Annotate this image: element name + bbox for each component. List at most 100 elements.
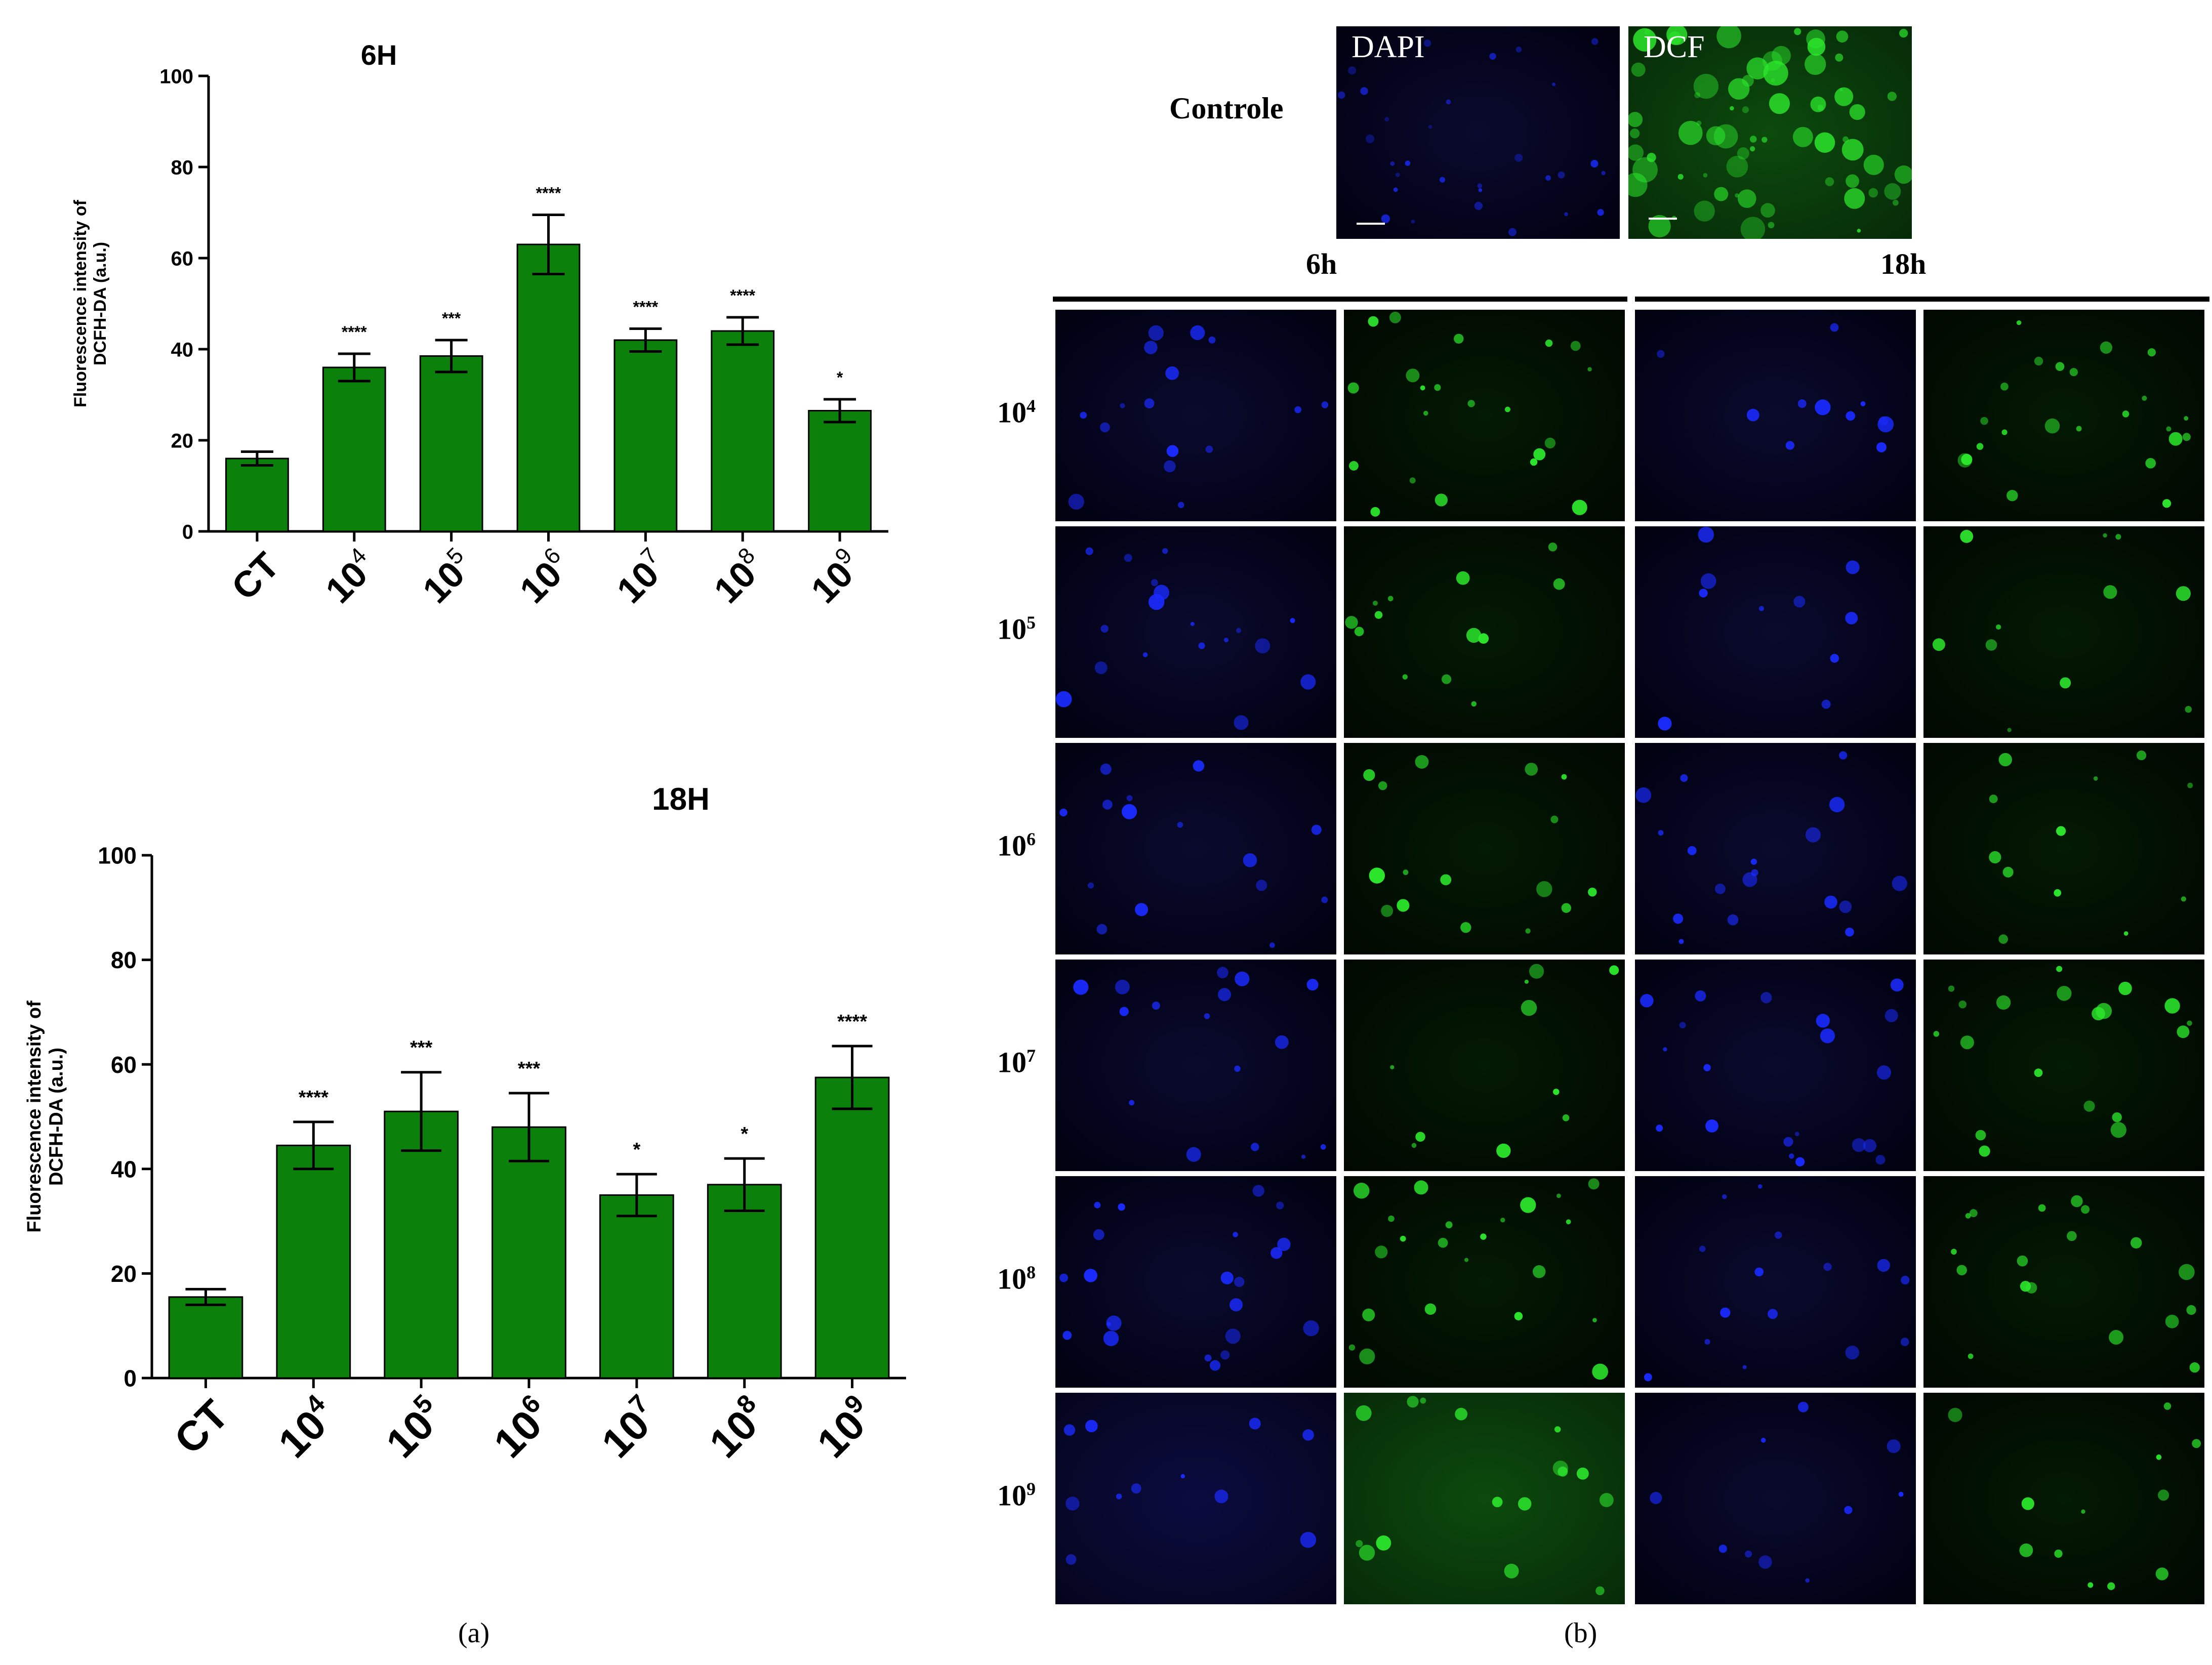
cell-dot xyxy=(1792,127,1813,147)
cell-dot xyxy=(1515,47,1522,53)
cell-dot xyxy=(1820,1028,1835,1044)
cell-dot xyxy=(1673,913,1684,924)
cell-dot xyxy=(1165,366,1179,380)
time-label-6h: 6h xyxy=(1306,247,1337,280)
row-label-exponent: 5 xyxy=(1027,612,1036,633)
dapi-micrograph xyxy=(1055,526,1336,738)
dcf-micrograph xyxy=(1344,743,1625,954)
x-tick-label: 106 xyxy=(483,1389,561,1467)
cell-dot xyxy=(1233,1232,1238,1237)
cell-dot xyxy=(1965,1213,1971,1219)
cell-dots xyxy=(1951,1195,2200,1373)
cell-dot xyxy=(1875,1155,1886,1165)
cell-dot xyxy=(1489,53,1496,60)
cell-dot xyxy=(2002,866,2014,878)
cell-dot xyxy=(1805,53,1826,75)
cell-dot xyxy=(2019,1543,2033,1557)
cell-dot xyxy=(1508,228,1517,236)
cell-dot xyxy=(1722,1194,1727,1199)
x-tick-label: 104 xyxy=(316,543,384,611)
y-axis-label: Fluorescence intensity ofDCFH-DA (a.u.) xyxy=(24,1001,67,1233)
cell-dot xyxy=(1597,209,1604,216)
cell-dot xyxy=(1492,1496,1503,1508)
cell-dots xyxy=(1345,543,1565,707)
row-label-base: 10 xyxy=(997,829,1027,862)
significance-label: * xyxy=(633,1139,640,1160)
x-tick-label: 107 xyxy=(607,543,675,611)
dcf-micrograph xyxy=(1923,1176,2204,1388)
cell-dots xyxy=(1650,1401,1904,1583)
x-tick-label: 106 xyxy=(510,543,578,611)
time-label-18h: 18h xyxy=(1880,247,1927,280)
row-label: 105 xyxy=(997,612,1036,646)
cell-dot xyxy=(1544,437,1556,449)
x-tick-label: 109 xyxy=(802,543,870,611)
cell-dot xyxy=(1464,1258,1469,1262)
cell-dot xyxy=(1762,137,1768,143)
cell-dot xyxy=(1816,1014,1830,1028)
x-tick-label: 109 xyxy=(806,1389,884,1467)
row-label: 107 xyxy=(997,1045,1036,1079)
cell-dot xyxy=(1142,652,1148,657)
cell-dot xyxy=(1704,1339,1710,1345)
cell-dot xyxy=(1062,1330,1072,1340)
cell-dot xyxy=(2118,981,2132,995)
cell-dot xyxy=(1376,1535,1391,1551)
cell-dot xyxy=(1217,967,1228,979)
cell-dots xyxy=(1356,1396,1614,1596)
cell-dot xyxy=(1863,154,1884,175)
cell-dot xyxy=(1876,1065,1892,1080)
cell-dot xyxy=(1234,715,1249,730)
cell-dot xyxy=(1536,881,1552,897)
cell-dot xyxy=(1460,922,1471,933)
cell-dot xyxy=(1885,1009,1898,1022)
cell-dot xyxy=(1321,401,1329,408)
cell-dot xyxy=(1980,417,1988,425)
y-tick-label: 20 xyxy=(111,1261,137,1287)
cell-dot xyxy=(1359,1348,1375,1364)
cell-dot xyxy=(1256,880,1267,891)
cell-dot xyxy=(1345,616,1358,629)
scale-bar xyxy=(1357,223,1385,225)
cell-dot xyxy=(1500,1218,1505,1223)
cell-dot xyxy=(1347,382,1359,394)
y-tick-label: 40 xyxy=(111,1156,137,1182)
cell-dot xyxy=(2123,931,2128,936)
cell-dot xyxy=(1124,554,1132,562)
cell-dots xyxy=(1348,1178,1609,1380)
cell-dot xyxy=(1552,82,1556,87)
x-tick-label: 105 xyxy=(413,543,481,611)
row-label-exponent: 6 xyxy=(1027,829,1036,849)
cell-dot xyxy=(1825,177,1834,186)
bar-2 xyxy=(384,1110,459,1379)
dcf-micrograph xyxy=(1923,960,2204,1171)
cell-dot xyxy=(1415,1132,1425,1142)
cell-dot xyxy=(1356,1540,1363,1548)
cell-dot xyxy=(1368,316,1379,327)
cell-dot xyxy=(1276,1201,1284,1210)
cell-dot xyxy=(2056,966,2063,972)
x-tick-label: 105 xyxy=(375,1389,453,1467)
cell-dot xyxy=(1783,1137,1793,1147)
cell-dot xyxy=(1406,368,1420,383)
cell-dot xyxy=(1838,751,1848,760)
cell-dot xyxy=(1884,183,1901,200)
cell-dot xyxy=(1193,760,1205,772)
cell-dot xyxy=(2147,348,2156,357)
cell-dot xyxy=(1177,502,1184,509)
bar-0 xyxy=(168,1296,243,1379)
row-label-base: 10 xyxy=(997,612,1027,646)
cell-dot xyxy=(1558,171,1565,179)
cell-dot xyxy=(1234,1276,1245,1287)
cell-dot xyxy=(1177,821,1183,828)
cell-dot xyxy=(1122,804,1137,819)
cell-dot xyxy=(1657,350,1665,358)
cell-dot xyxy=(1446,99,1451,105)
cell-dot xyxy=(1932,638,1945,651)
cell-dot xyxy=(1839,900,1852,913)
row-label: 104 xyxy=(997,395,1036,429)
cell-dot xyxy=(1080,411,1087,419)
cell-dot xyxy=(1592,1363,1609,1380)
control-dcf-image: DCF xyxy=(1628,26,1912,239)
cell-dot xyxy=(1525,763,1538,776)
